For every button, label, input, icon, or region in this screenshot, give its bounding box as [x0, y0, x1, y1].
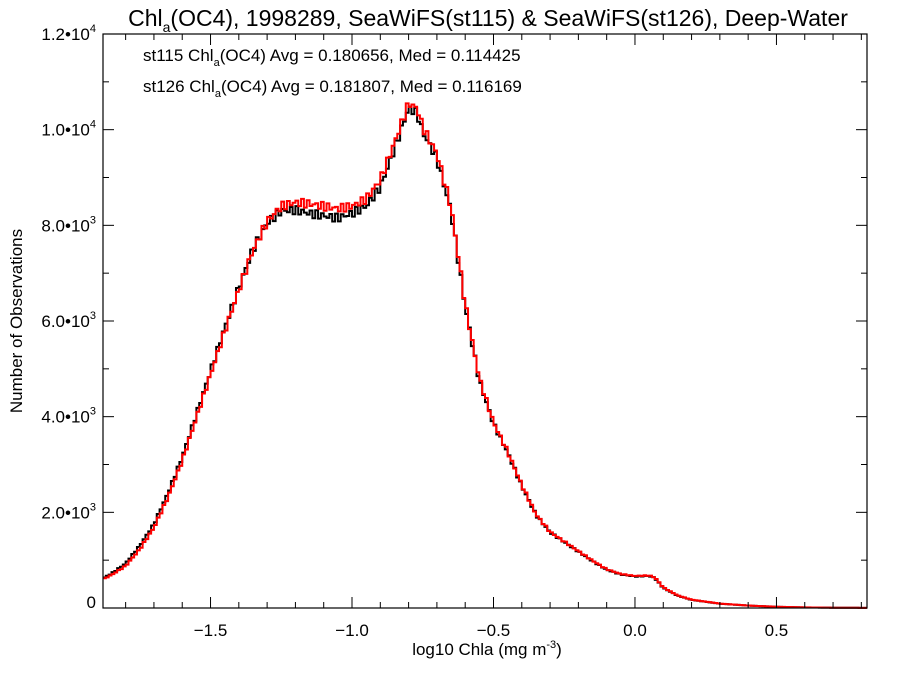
x-tick-label: 0.0: [623, 621, 647, 640]
y-tick-label: 6.0•103: [41, 310, 96, 331]
series-line-st126: [103, 102, 867, 609]
y-tick-label: 1.2•104: [41, 23, 96, 44]
y-axis-ticks: 0 2.0•103 4.0•103 6.0•103 8.0•103 1.0•104 1.2•…: [41, 23, 867, 612]
series-layer: [103, 102, 867, 609]
x-tick-label: −1.5: [194, 621, 228, 640]
x-axis-ticks: −1.5 −1.0 −0.5 0.0 0.5: [125, 34, 862, 640]
y-tick-label: 8.0•103: [41, 214, 96, 235]
chart-title: Chla(OC4), 1998289, SeaWiFS(st115) & Sea…: [128, 5, 848, 35]
y-tick-label: 2.0•103: [41, 501, 96, 522]
x-axis-label: log10 Chla (mg m-3): [412, 639, 562, 659]
y-axis-label: Number of Observations: [7, 229, 26, 413]
y-tick-label: 4.0•103: [41, 406, 96, 427]
x-tick-label: −0.5: [477, 621, 511, 640]
y-tick-label: 0: [87, 593, 96, 612]
x-tick-label: 0.5: [765, 621, 789, 640]
legend-st115: st115 Chla(OC4) Avg = 0.180656, Med = 0.…: [143, 46, 521, 69]
y-tick-label: 1.0•104: [41, 119, 96, 140]
x-tick-label: −1.0: [335, 621, 369, 640]
legend-st126: st126 Chla(OC4) Avg = 0.181807, Med = 0.…: [143, 77, 522, 100]
